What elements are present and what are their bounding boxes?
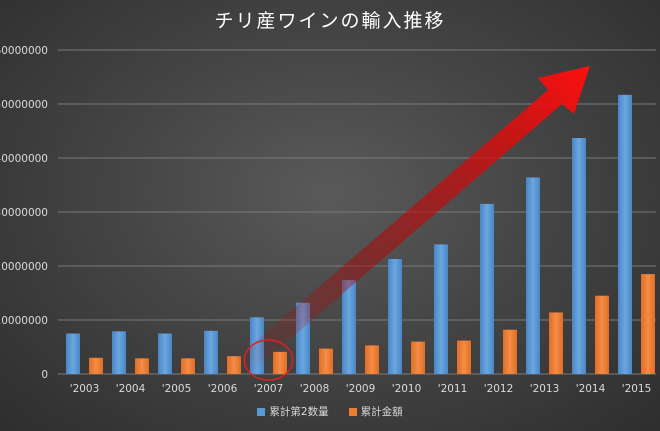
chart-title: チリ産ワインの輸入推移 [214, 10, 446, 32]
bar-quantity [66, 333, 80, 374]
bar-amount [549, 312, 563, 374]
bar-amount [411, 341, 425, 374]
x-tick-label: '2009 [346, 383, 376, 395]
bar-quantity [480, 203, 494, 374]
legend-swatch-quantity [257, 407, 266, 416]
bar-quantity [204, 330, 218, 374]
x-tick-label: '2007 [254, 383, 284, 395]
y-tick-label: 20000000 [0, 261, 48, 273]
legend-item-amount: 累計金額 [348, 404, 403, 419]
x-tick-label: '2010 [392, 383, 422, 395]
bar-quantity [572, 138, 586, 374]
legend-label-amount: 累計金額 [360, 406, 403, 418]
bar-quantity [526, 177, 540, 374]
bar-amount [457, 340, 471, 374]
x-tick-label: '2003 [70, 383, 100, 395]
bar-amount [227, 356, 241, 374]
x-tick-label: '2004 [116, 383, 146, 395]
y-tick-label: 0 [41, 369, 48, 381]
y-tick-label: 50000000 [0, 99, 48, 111]
legend-label-quantity: 累計第2数量 [269, 406, 329, 418]
bar-amount [365, 345, 379, 374]
bar-quantity [618, 94, 632, 374]
bar-amount [595, 295, 609, 374]
x-tick-label: '2015 [622, 383, 652, 395]
bar-quantity [342, 280, 356, 374]
bar-amount [319, 348, 333, 374]
x-tick-label: '2006 [208, 383, 238, 395]
bar-quantity [388, 258, 402, 374]
bar-amount [641, 274, 655, 374]
y-tick-label: 60000000 [0, 45, 48, 57]
y-tick-label: 30000000 [0, 207, 48, 219]
bar-amount [503, 329, 517, 374]
x-tick-label: '2013 [530, 383, 560, 395]
bar-amount [135, 358, 149, 374]
bar-amount [273, 351, 287, 374]
legend-swatch-amount [348, 407, 357, 416]
highlight-circle-2007 [243, 339, 294, 381]
x-tick-label: '2011 [438, 383, 468, 395]
y-tick-label: 10000000 [0, 315, 48, 327]
legend-item-quantity: 累計第2数量 [257, 404, 329, 419]
y-tick-label: 40000000 [0, 153, 48, 165]
x-tick-label: '2005 [162, 383, 192, 395]
bar-quantity [158, 333, 172, 374]
x-tick-label: '2008 [300, 383, 330, 395]
bar-amount [181, 358, 195, 374]
chart-legend: 累計第2数量 累計金額 [0, 404, 660, 419]
bar-quantity [434, 244, 448, 374]
bar-quantity [112, 331, 126, 374]
trend-arrow [236, 66, 590, 372]
x-tick-label: '2012 [484, 383, 514, 395]
bar-amount [89, 357, 103, 374]
x-tick-label: '2014 [576, 383, 606, 395]
